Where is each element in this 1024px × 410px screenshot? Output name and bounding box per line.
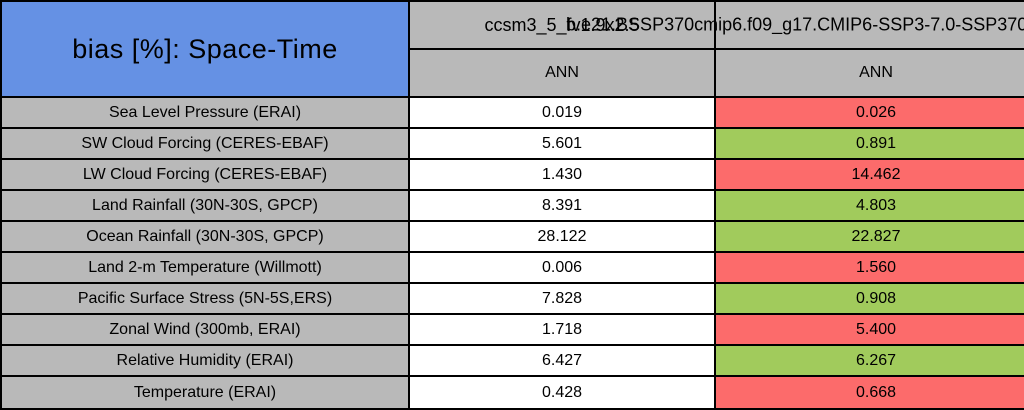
row-label: Zonal Wind (300mb, ERAI): [2, 315, 410, 346]
value-cell: 28.122: [410, 222, 716, 253]
value-text: 8.391: [541, 196, 583, 214]
row-label: LW Cloud Forcing (CERES-EBAF): [2, 160, 410, 191]
model-2-name: b.e21.BSSP370cmip6.f09_g17.CMIP6-SSP3-7.…: [566, 14, 1024, 35]
value-text: 0.026: [855, 103, 897, 121]
value-cell: 7.828: [410, 284, 716, 315]
row-label-text: LW Cloud Forcing (CERES-EBAF): [82, 165, 328, 183]
value-text: 5.400: [855, 320, 897, 338]
row-label-text: SW Cloud Forcing (CERES-EBAF): [81, 134, 329, 152]
value-text: 5.601: [541, 134, 583, 152]
column-header-model-2: b.e21.BSSP370cmip6.f09_g17.CMIP6-SSP3-7.…: [566, 2, 1024, 50]
row-label-text: Land Rainfall (30N-30S, GPCP): [92, 196, 318, 214]
value-text: 28.122: [537, 227, 587, 245]
value-text: 0.891: [855, 134, 897, 152]
row-label-text: Relative Humidity (ERAI): [116, 351, 294, 369]
value-cell: 8.391: [410, 191, 716, 222]
row-label-text: Sea Level Pressure (ERAI): [108, 103, 302, 121]
column-header-season-2: ANN: [716, 50, 1024, 98]
value-text: 0.019: [541, 103, 583, 121]
value-cell: 5.601: [410, 129, 716, 160]
value-text: 6.267: [855, 351, 897, 369]
value-cell: 1.430: [410, 160, 716, 191]
row-label-text: Pacific Surface Stress (5N-5S,ERS): [77, 289, 333, 307]
value-text: 1.560: [855, 258, 897, 276]
value-cell: 4.803: [716, 191, 1024, 222]
value-cell: 5.400: [716, 315, 1024, 346]
row-label-text: Temperature (ERAI): [133, 383, 277, 401]
value-cell: 22.827: [716, 222, 1024, 253]
row-label-text: Land 2-m Temperature (Willmott): [88, 258, 322, 276]
row-label-text: Ocean Rainfall (30N-30S, GPCP): [86, 227, 324, 245]
model-1-name: ccsm3_5_fv1.9x2.5: [484, 14, 640, 35]
value-cell: 1.718: [410, 315, 716, 346]
value-cell: 6.427: [410, 346, 716, 377]
value-cell: 0.891: [716, 129, 1024, 160]
row-label: Relative Humidity (ERAI): [2, 346, 410, 377]
value-text: 7.828: [541, 289, 583, 307]
value-text: 0.908: [855, 289, 897, 307]
row-label: Temperature (ERAI): [2, 377, 410, 408]
season-1-label: ANN: [545, 64, 579, 81]
value-cell: 0.908: [716, 284, 1024, 315]
value-cell: 0.668: [716, 377, 1024, 408]
table-title-cell: bias [%]: Space-Time: [2, 2, 410, 98]
value-text: 0.668: [855, 383, 897, 401]
season-2-label: ANN: [859, 64, 893, 81]
row-label-text: Zonal Wind (300mb, ERAI): [109, 320, 301, 338]
value-cell: 14.462: [716, 160, 1024, 191]
value-text: 6.427: [541, 351, 583, 369]
table-title: bias [%]: Space-Time: [72, 33, 338, 64]
row-label: Sea Level Pressure (ERAI): [2, 98, 410, 129]
row-label: Land Rainfall (30N-30S, GPCP): [2, 191, 410, 222]
column-header-model-1: ccsm3_5_fv1.9x2.5: [410, 2, 716, 50]
value-text: 14.462: [851, 165, 901, 183]
value-cell: 0.428: [410, 377, 716, 408]
column-header-season-1: ANN: [410, 50, 716, 98]
value-text: 0.006: [541, 258, 583, 276]
value-text: 1.718: [541, 320, 583, 338]
value-text: 0.428: [541, 383, 583, 401]
value-cell: 6.267: [716, 346, 1024, 377]
value-cell: 1.560: [716, 253, 1024, 284]
row-label: Pacific Surface Stress (5N-5S,ERS): [2, 284, 410, 315]
row-label: SW Cloud Forcing (CERES-EBAF): [2, 129, 410, 160]
value-cell: 0.026: [716, 98, 1024, 129]
value-cell: 0.006: [410, 253, 716, 284]
row-label: Land 2-m Temperature (Willmott): [2, 253, 410, 284]
value-cell: 0.019: [410, 98, 716, 129]
value-text: 22.827: [851, 227, 901, 245]
value-text: 4.803: [855, 196, 897, 214]
value-text: 1.430: [541, 165, 583, 183]
row-label: Ocean Rainfall (30N-30S, GPCP): [2, 222, 410, 253]
